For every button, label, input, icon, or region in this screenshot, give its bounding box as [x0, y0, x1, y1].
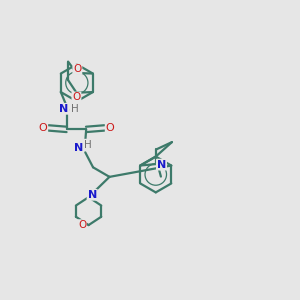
Text: H: H — [71, 104, 79, 114]
Text: N: N — [74, 142, 83, 153]
Text: O: O — [73, 64, 82, 74]
Text: O: O — [106, 123, 115, 133]
Text: N: N — [88, 190, 97, 200]
Text: O: O — [72, 92, 81, 102]
Text: O: O — [78, 220, 86, 230]
Text: H: H — [84, 140, 92, 150]
Text: O: O — [38, 123, 47, 133]
Text: N: N — [157, 160, 166, 170]
Text: N: N — [59, 104, 69, 114]
